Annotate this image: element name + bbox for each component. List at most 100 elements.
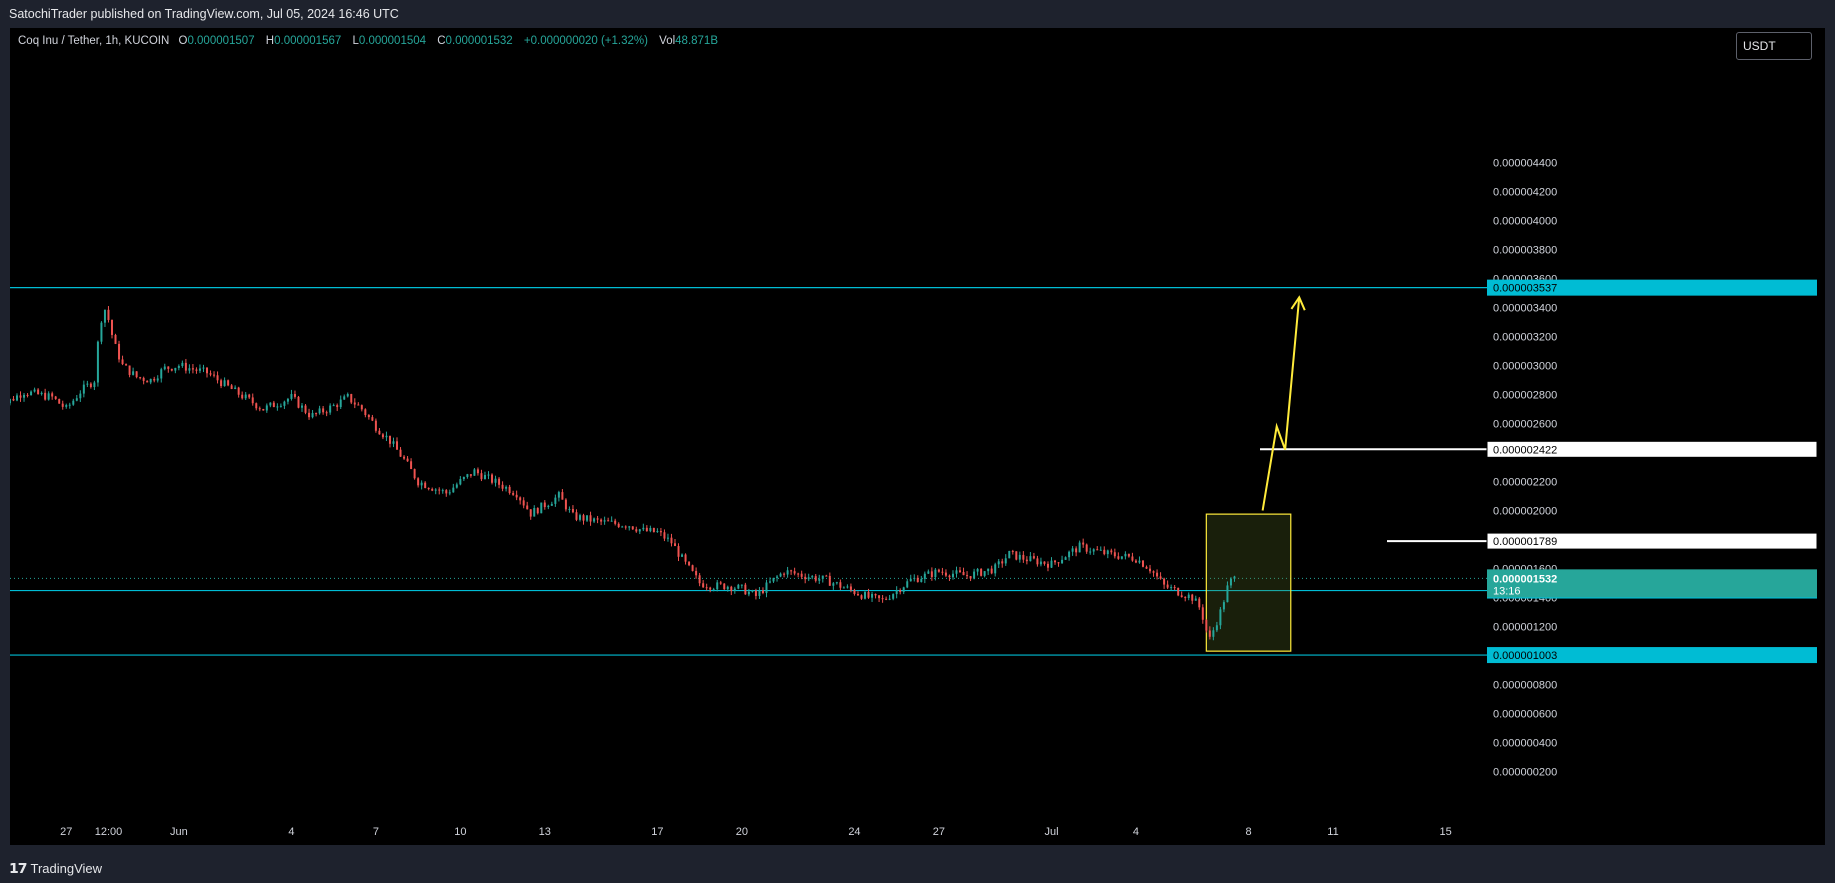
candle-body (160, 369, 163, 379)
candle-body (248, 394, 251, 398)
chart-pane[interactable]: 0.000000200 0.000000400 0.000000600 0.00000… (10, 28, 1825, 845)
candle-body (786, 570, 789, 575)
candle-body (695, 570, 698, 576)
candle-body (1198, 598, 1201, 608)
candle-body (688, 561, 691, 566)
candle-body (920, 578, 923, 583)
price-tick-label: 0.000000400 (1493, 738, 1557, 750)
candle-body (600, 519, 603, 522)
candle-body (656, 531, 659, 533)
candle-body (79, 393, 82, 399)
candle-body (403, 456, 406, 459)
candle-body (156, 378, 159, 381)
time-tick-label: Jun (170, 826, 188, 838)
time-tick-label: 20 (736, 826, 748, 838)
candle-body (58, 398, 61, 404)
level-price-badge (1487, 647, 1817, 664)
close-value: 0.000001532 (445, 35, 513, 47)
candle-body (262, 408, 265, 411)
candle-body (944, 572, 947, 576)
candle-body (1050, 560, 1053, 568)
footer: 𝟭𝟳 TradingView (0, 845, 1835, 883)
candle-body (540, 502, 543, 514)
candle-body (374, 420, 377, 431)
currency-button[interactable]: USDT (1736, 32, 1812, 60)
candle-body (265, 405, 268, 411)
candle-body (93, 382, 96, 388)
candle-body (396, 441, 399, 450)
level-price-label: 0.000001003 (1493, 650, 1557, 662)
candle-body (649, 527, 652, 532)
candle-body (923, 573, 926, 579)
candle-body (1163, 578, 1166, 585)
candle-body (251, 397, 254, 404)
candle-body (1149, 568, 1152, 572)
candle-body (561, 492, 564, 500)
publish-info: SatochiTrader published on TradingView.c… (9, 7, 399, 21)
candle-body (536, 508, 539, 514)
candle-body (385, 435, 388, 438)
candle-body (420, 482, 423, 486)
candle-body (973, 571, 976, 579)
candle-body (698, 575, 701, 584)
candle-body (849, 586, 852, 590)
candle-body (853, 589, 856, 595)
candle-body (413, 469, 416, 479)
level-price-label: 0.000001789 (1493, 536, 1557, 548)
candle-body (772, 577, 775, 582)
candle-body (610, 520, 613, 522)
candle-body (723, 583, 726, 590)
candle-body (15, 395, 18, 401)
candle-body (332, 405, 335, 407)
candle-body (381, 434, 384, 438)
candle-body (61, 403, 64, 407)
time-tick-label: 27 (933, 826, 945, 838)
candle-body (1036, 558, 1039, 565)
current-price-label: 0.000001532 (1493, 573, 1557, 585)
candle-body (445, 490, 448, 494)
candle-body (1001, 561, 1004, 564)
candle-body (23, 394, 26, 398)
price-chart[interactable]: 0.000000200 0.000000400 0.000000600 0.00000… (10, 28, 1825, 845)
candles-group (10, 306, 1236, 641)
candle-body (927, 571, 930, 574)
price-tick-label: 0.000001200 (1493, 622, 1557, 634)
tradingview-logo[interactable]: 𝟭𝟳 TradingView (9, 860, 102, 877)
candle-body (1106, 550, 1109, 555)
candle-body (758, 590, 761, 596)
current-price-badge (1487, 569, 1817, 598)
candle-body (1068, 551, 1071, 558)
open-label: O (178, 35, 188, 47)
candle-body (191, 368, 194, 370)
level-price-label: 0.000002422 (1493, 444, 1557, 456)
candle-body (867, 592, 870, 598)
candle-body (424, 482, 427, 488)
candle-body (825, 575, 828, 577)
candle-body (519, 497, 522, 501)
candle-body (350, 394, 353, 403)
candle-body (719, 582, 722, 584)
candle-body (188, 368, 191, 371)
candle-body (554, 497, 557, 504)
candle-body (1219, 609, 1222, 626)
candle-body (466, 474, 469, 477)
price-tick-label: 0.000000800 (1493, 680, 1557, 692)
time-tick-label: 8 (1245, 826, 1251, 838)
candle-body (135, 371, 138, 378)
candle-body (1191, 594, 1194, 601)
candle-body (681, 554, 684, 557)
candle-body (1054, 560, 1057, 563)
candle-body (709, 587, 712, 590)
candle-body (142, 377, 145, 381)
candle-body (705, 587, 708, 589)
candle-body (522, 500, 525, 506)
price-tick-label: 0.000004000 (1493, 216, 1557, 228)
candle-body (930, 571, 933, 578)
time-tick-label: 13 (539, 826, 551, 838)
candle-body (747, 591, 750, 595)
candle-body (195, 369, 198, 371)
candle-body (290, 394, 293, 399)
candle-body (480, 473, 483, 480)
candle-body (621, 526, 624, 528)
candle-body (1141, 560, 1144, 567)
